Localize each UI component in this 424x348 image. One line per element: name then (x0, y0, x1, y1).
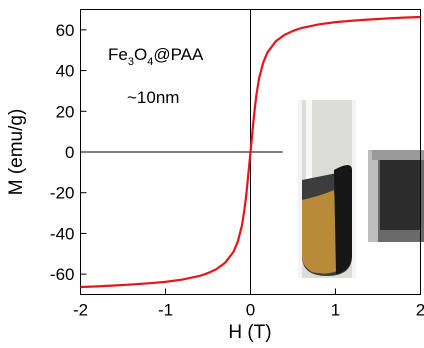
x-tick-label: 0 (246, 301, 255, 320)
y-axis-title: M (emu/g) (6, 109, 27, 196)
y-tick-label: 20 (56, 102, 75, 121)
y-tick-label: -60 (50, 265, 75, 284)
y-tick-label: 60 (56, 21, 75, 40)
y-tick-label: 40 (56, 62, 75, 81)
y-tick-label: 0 (65, 143, 74, 162)
y-tick-label: -40 (50, 224, 75, 243)
annotation-formula: Fe3O4@PAA (108, 45, 204, 68)
data-series-line (80, 15, 421, 289)
x-tick-label: 2 (416, 301, 424, 320)
x-tick-label: -2 (73, 301, 88, 320)
annotation-size: ~10nm (127, 88, 179, 107)
test-tube-icon (298, 100, 356, 278)
axis-ticks: -2 -1 0 1 2 -60 -40 -20 0 20 40 60 (50, 21, 424, 320)
x-tick-label: -1 (158, 301, 173, 320)
magnet-icon (368, 150, 424, 242)
x-axis-title: H (T) (228, 322, 271, 343)
x-tick-label: 1 (331, 301, 340, 320)
inset-photo (298, 100, 424, 278)
y-tick-label: -20 (50, 184, 75, 203)
